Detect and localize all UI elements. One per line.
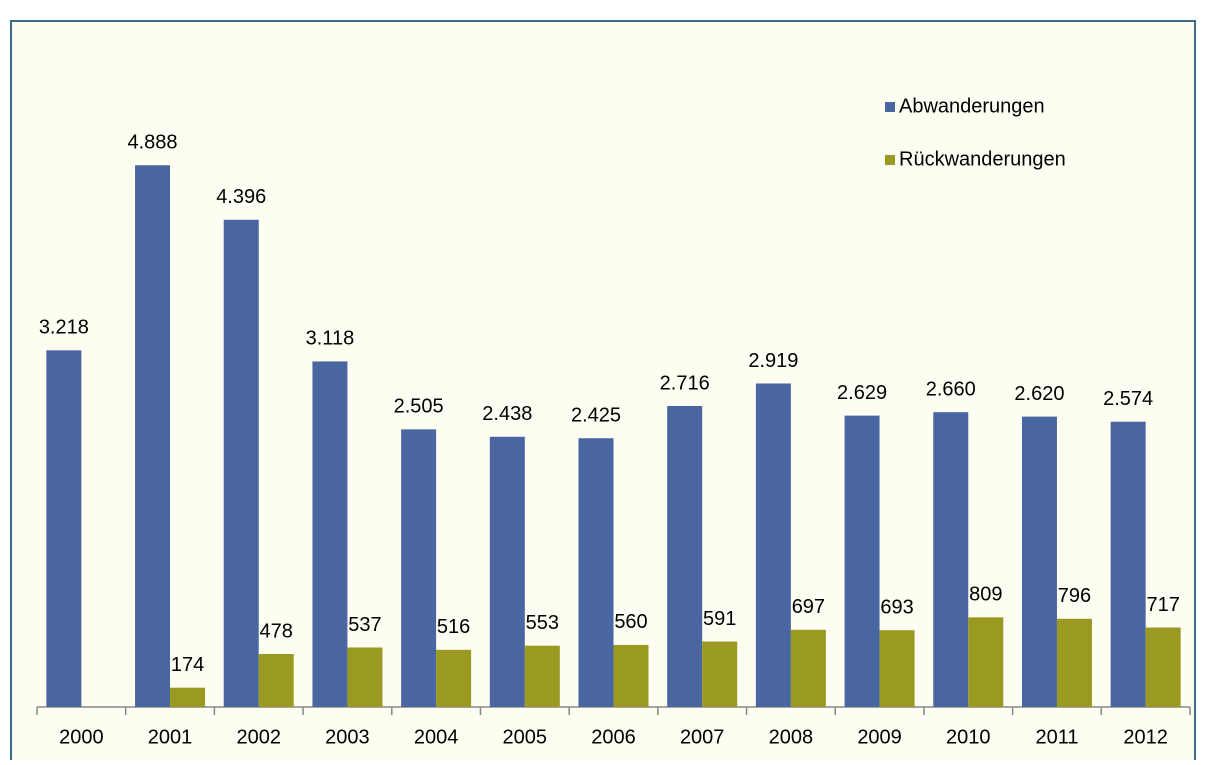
- value-label: 3.118: [306, 328, 355, 350]
- value-label: 2.620: [1014, 383, 1064, 405]
- value-label: 478: [260, 620, 293, 642]
- value-label: 809: [969, 584, 1002, 606]
- value-label: 553: [526, 612, 559, 634]
- bar: [968, 617, 1004, 707]
- bar: [436, 649, 472, 707]
- value-label: 2.919: [748, 350, 798, 372]
- bar: [702, 641, 738, 707]
- value-label: 537: [348, 614, 381, 636]
- value-label: 2.574: [1103, 388, 1153, 410]
- x-tick-label: 2003: [325, 726, 370, 748]
- value-label: 2.660: [926, 378, 976, 400]
- legend-swatch: [885, 155, 895, 165]
- bar: [613, 644, 649, 707]
- bar: [258, 654, 294, 707]
- bar: [401, 429, 437, 707]
- bar: [223, 219, 259, 707]
- legend-swatch: [885, 102, 895, 112]
- x-tick-label: 2012: [1123, 726, 1168, 748]
- x-tick-label: 2004: [414, 726, 459, 748]
- x-tick-label: 2011: [1035, 726, 1078, 748]
- bar: [1056, 618, 1092, 707]
- value-label: 2.716: [660, 372, 710, 394]
- value-label: 796: [1058, 585, 1091, 607]
- x-tick-label: 2000: [59, 726, 104, 748]
- value-label: 2.505: [394, 396, 444, 418]
- value-label: 2.425: [571, 405, 621, 427]
- bar: [170, 687, 206, 707]
- value-label: 591: [703, 608, 736, 630]
- x-tick-label: 2009: [857, 726, 902, 748]
- bar: [844, 415, 880, 707]
- bar: [524, 645, 560, 707]
- bar: [790, 629, 826, 707]
- value-label: 693: [880, 596, 913, 618]
- value-label: 560: [614, 611, 647, 633]
- bar: [489, 436, 525, 707]
- value-label: 174: [171, 654, 204, 676]
- x-tick-label: 2007: [680, 726, 725, 748]
- value-label: 2.629: [837, 382, 887, 404]
- bar: [46, 350, 82, 707]
- legend-label: Abwanderungen: [899, 95, 1045, 117]
- value-label: 4.396: [216, 186, 266, 208]
- value-label: 4.888: [128, 132, 178, 154]
- x-tick-label: 2008: [769, 726, 814, 748]
- bar: [933, 412, 969, 707]
- x-tick-label: 2002: [236, 726, 281, 748]
- x-tick-label: 2005: [503, 726, 548, 748]
- bar: [1145, 627, 1181, 707]
- bar: [135, 165, 171, 707]
- x-tick-label: 2006: [591, 726, 636, 748]
- x-tick-label: 2001: [148, 726, 193, 748]
- value-label: 717: [1146, 594, 1179, 616]
- value-label: 3.218: [39, 317, 89, 339]
- x-tick-label: 2010: [946, 726, 991, 748]
- bar: [1021, 416, 1057, 707]
- value-label: 2.438: [482, 403, 532, 425]
- value-label: 697: [792, 596, 825, 618]
- bar: [755, 383, 791, 707]
- value-label: 516: [437, 616, 470, 638]
- bar: [312, 361, 348, 707]
- bar: [347, 647, 383, 707]
- bar: [1110, 421, 1146, 707]
- legend-label: Rückwanderungen: [899, 148, 1066, 170]
- bar: [879, 630, 915, 707]
- bar: [578, 438, 614, 707]
- bar: [667, 405, 703, 707]
